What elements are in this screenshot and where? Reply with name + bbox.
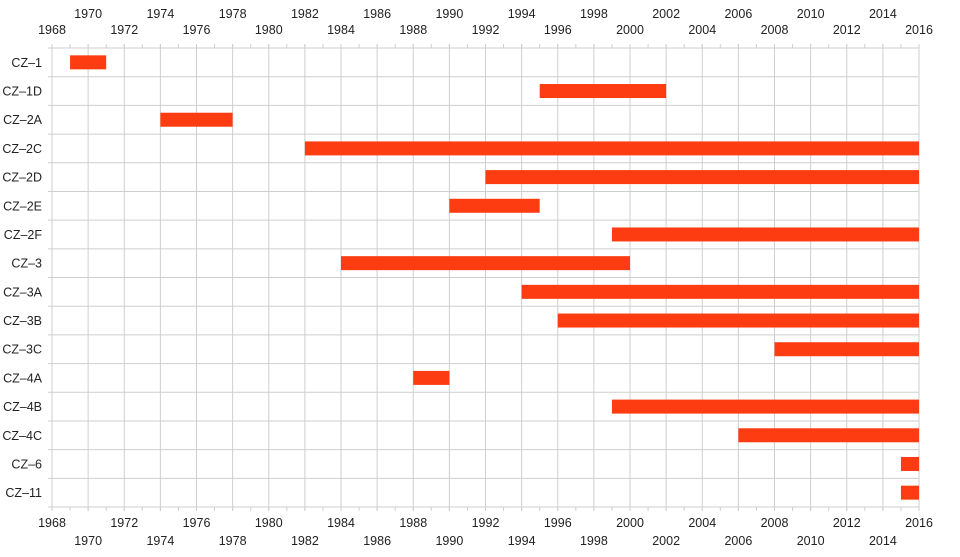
y-tick-label: CZ–1D xyxy=(2,85,42,99)
y-tick-label: CZ–4B xyxy=(3,400,42,414)
x-tick-label-top: 1970 xyxy=(74,7,102,21)
x-tick-label-top: 1998 xyxy=(580,7,608,21)
x-axis-top: 1968 1970 1972 1974 1976 1978 1980 1982 1984 1986… xyxy=(38,7,933,37)
x-tick-label-top: 1994 xyxy=(508,7,536,21)
y-tick-label: CZ–2D xyxy=(2,171,42,185)
x-tick-label-bottom: 2004 xyxy=(688,516,716,530)
x-tick-label-top: 2012 xyxy=(833,23,861,37)
x-tick-label-bottom: 1982 xyxy=(291,534,319,548)
x-tick-label-bottom: 2014 xyxy=(869,534,897,548)
x-tick-label-top: 2016 xyxy=(905,23,933,37)
y-tick-label: CZ–4A xyxy=(3,371,43,385)
bars xyxy=(70,55,919,500)
bar-cz-3b xyxy=(557,313,919,328)
y-tick-label: CZ–3C xyxy=(2,343,42,357)
x-tick-label-top: 2008 xyxy=(761,23,789,37)
x-tick-label-top: 1992 xyxy=(472,23,500,37)
y-tick-label: CZ–3A xyxy=(3,285,43,299)
bar-cz-4c xyxy=(738,428,919,443)
x-tick-label-bottom: 2012 xyxy=(833,516,861,530)
x-tick-label-bottom: 2000 xyxy=(616,516,644,530)
x-tick-label-bottom: 1972 xyxy=(110,516,138,530)
x-tick-label-bottom: 2002 xyxy=(652,534,680,548)
bar-cz-1 xyxy=(70,55,107,70)
y-tick-label: CZ–2F xyxy=(4,228,43,242)
x-tick-label-top: 1990 xyxy=(435,7,463,21)
x-tick-label-bottom: 1990 xyxy=(435,534,463,548)
x-tick-label-top: 1980 xyxy=(255,23,283,37)
bar-cz-3a xyxy=(521,284,919,299)
y-tick-label: CZ–2C xyxy=(2,142,42,156)
bar-cz-4a xyxy=(413,370,450,385)
x-tick-label-bottom: 1988 xyxy=(399,516,427,530)
y-tick-label: CZ–2E xyxy=(3,199,42,213)
x-tick-label-bottom: 2008 xyxy=(761,516,789,530)
y-tick-label: CZ–11 xyxy=(5,486,42,500)
bar-cz-2f xyxy=(611,227,919,242)
y-tick-label: CZ–1 xyxy=(11,56,42,70)
x-tick-label-bottom: 1970 xyxy=(74,534,102,548)
x-tick-label-bottom: 1998 xyxy=(580,534,608,548)
x-tick-label-top: 1984 xyxy=(327,23,355,37)
y-tick-label: CZ–6 xyxy=(11,457,42,471)
x-tick-label-bottom: 1968 xyxy=(38,516,66,530)
bar-cz-4b xyxy=(611,399,919,414)
x-tick-label-bottom: 1996 xyxy=(544,516,572,530)
x-tick-label-bottom: 1978 xyxy=(219,534,247,548)
bar-cz-2d xyxy=(485,170,919,185)
x-tick-label-top: 2006 xyxy=(724,7,752,21)
bar-cz-3c xyxy=(774,342,919,357)
x-tick-label-bottom: 1980 xyxy=(255,516,283,530)
bar-cz-2c xyxy=(304,141,919,156)
x-tick-label-top: 1976 xyxy=(183,23,211,37)
bar-cz-3 xyxy=(341,256,630,271)
x-tick-label-bottom: 2010 xyxy=(797,534,825,548)
x-tick-label-top: 1982 xyxy=(291,7,319,21)
bar-cz-1d xyxy=(539,84,667,99)
x-tick-label-bottom: 2006 xyxy=(724,534,752,548)
x-tick-label-top: 1988 xyxy=(399,23,427,37)
y-tick-label: CZ–3B xyxy=(3,314,42,328)
x-tick-label-bottom: 1992 xyxy=(472,516,500,530)
x-tick-label-bottom: 1986 xyxy=(363,534,391,548)
x-tick-label-top: 1978 xyxy=(219,7,247,21)
x-tick-label-top: 1996 xyxy=(544,23,572,37)
x-tick-label-top: 1972 xyxy=(110,23,138,37)
y-tick-label: CZ–3 xyxy=(11,257,42,271)
x-tick-label-top: 2004 xyxy=(688,23,716,37)
x-tick-label-top: 1968 xyxy=(38,23,66,37)
x-tick-label-top: 2000 xyxy=(616,23,644,37)
x-tick-label-bottom: 1974 xyxy=(146,534,174,548)
y-axis-labels: CZ–1 CZ–1D CZ–2A CZ–2C CZ–2D CZ–2E CZ–2F CZ–3 CZ… xyxy=(2,56,42,500)
bar-cz-11 xyxy=(900,485,919,500)
bar-cz-2e xyxy=(449,198,540,213)
x-tick-label-bottom: 1976 xyxy=(183,516,211,530)
bar-cz-6 xyxy=(900,456,919,471)
x-axis-bottom: 1968 1970 1972 1974 1976 1978 1980 1982 1984 1986… xyxy=(38,516,933,548)
bar-cz-2a xyxy=(160,112,233,127)
x-tick-label-top: 2010 xyxy=(797,7,825,21)
x-tick-label-top: 2014 xyxy=(869,7,897,21)
x-tick-label-bottom: 1984 xyxy=(327,516,355,530)
x-tick-label-top: 2002 xyxy=(652,7,680,21)
y-tick-label: CZ–2A xyxy=(3,113,43,127)
x-tick-label-top: 1974 xyxy=(146,7,174,21)
y-tick-label: CZ–4C xyxy=(2,429,42,443)
x-tick-label-top: 1986 xyxy=(363,7,391,21)
x-tick-label-bottom: 2016 xyxy=(905,516,933,530)
x-tick-label-bottom: 1994 xyxy=(508,534,536,548)
